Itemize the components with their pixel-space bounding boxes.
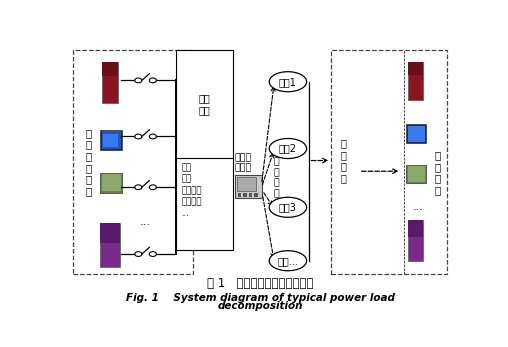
Text: 电压
电流
有功功率
无功功率
...: 电压 电流 有功功率 无功功率 ...: [182, 163, 202, 218]
Ellipse shape: [269, 251, 307, 271]
Bar: [254, 193, 258, 197]
Bar: [243, 193, 247, 197]
Bar: [176, 50, 233, 250]
Bar: [237, 177, 256, 191]
Bar: [100, 223, 120, 268]
Text: 负
荷
匹
配: 负 荷 匹 配: [340, 138, 346, 183]
Bar: [407, 167, 425, 182]
Text: 负
荷
分
类: 负 荷 分 类: [274, 158, 280, 198]
Ellipse shape: [269, 197, 307, 217]
Text: decomposition: decomposition: [217, 301, 303, 311]
Bar: [100, 130, 122, 150]
Bar: [100, 172, 122, 193]
Bar: [408, 62, 423, 75]
Text: 负荷特
征分析: 负荷特 征分析: [235, 153, 252, 172]
Bar: [102, 131, 120, 149]
Bar: [408, 220, 423, 237]
Text: 分的2: 分的2: [279, 144, 297, 153]
Ellipse shape: [269, 72, 307, 92]
Text: ...: ...: [140, 217, 151, 227]
Bar: [103, 134, 118, 147]
Text: Fig. 1    System diagram of typical power load: Fig. 1 System diagram of typical power l…: [126, 293, 395, 303]
Bar: [102, 174, 120, 191]
Bar: [408, 62, 423, 100]
Text: 分的...: 分的...: [277, 256, 298, 266]
Text: 家
庭
负
荷
系
统: 家 庭 负 荷 系 统: [85, 128, 91, 196]
Bar: [406, 125, 427, 143]
Bar: [102, 62, 118, 103]
Bar: [408, 220, 423, 261]
Ellipse shape: [269, 138, 307, 159]
Bar: [102, 62, 118, 76]
Bar: [100, 223, 120, 243]
Text: 实
现
分
解: 实 现 分 解: [434, 150, 440, 195]
Bar: [235, 175, 262, 198]
Text: 分的1: 分的1: [279, 77, 297, 87]
Text: 图 1   典型用电负荷分解结构图: 图 1 典型用电负荷分解结构图: [207, 277, 313, 290]
Text: 分的3: 分的3: [279, 202, 297, 212]
Bar: [407, 126, 425, 142]
Bar: [248, 193, 252, 197]
Bar: [238, 193, 241, 197]
Text: ...: ...: [412, 202, 423, 212]
Bar: [406, 164, 427, 183]
Text: 特征
提取: 特征 提取: [198, 94, 210, 115]
